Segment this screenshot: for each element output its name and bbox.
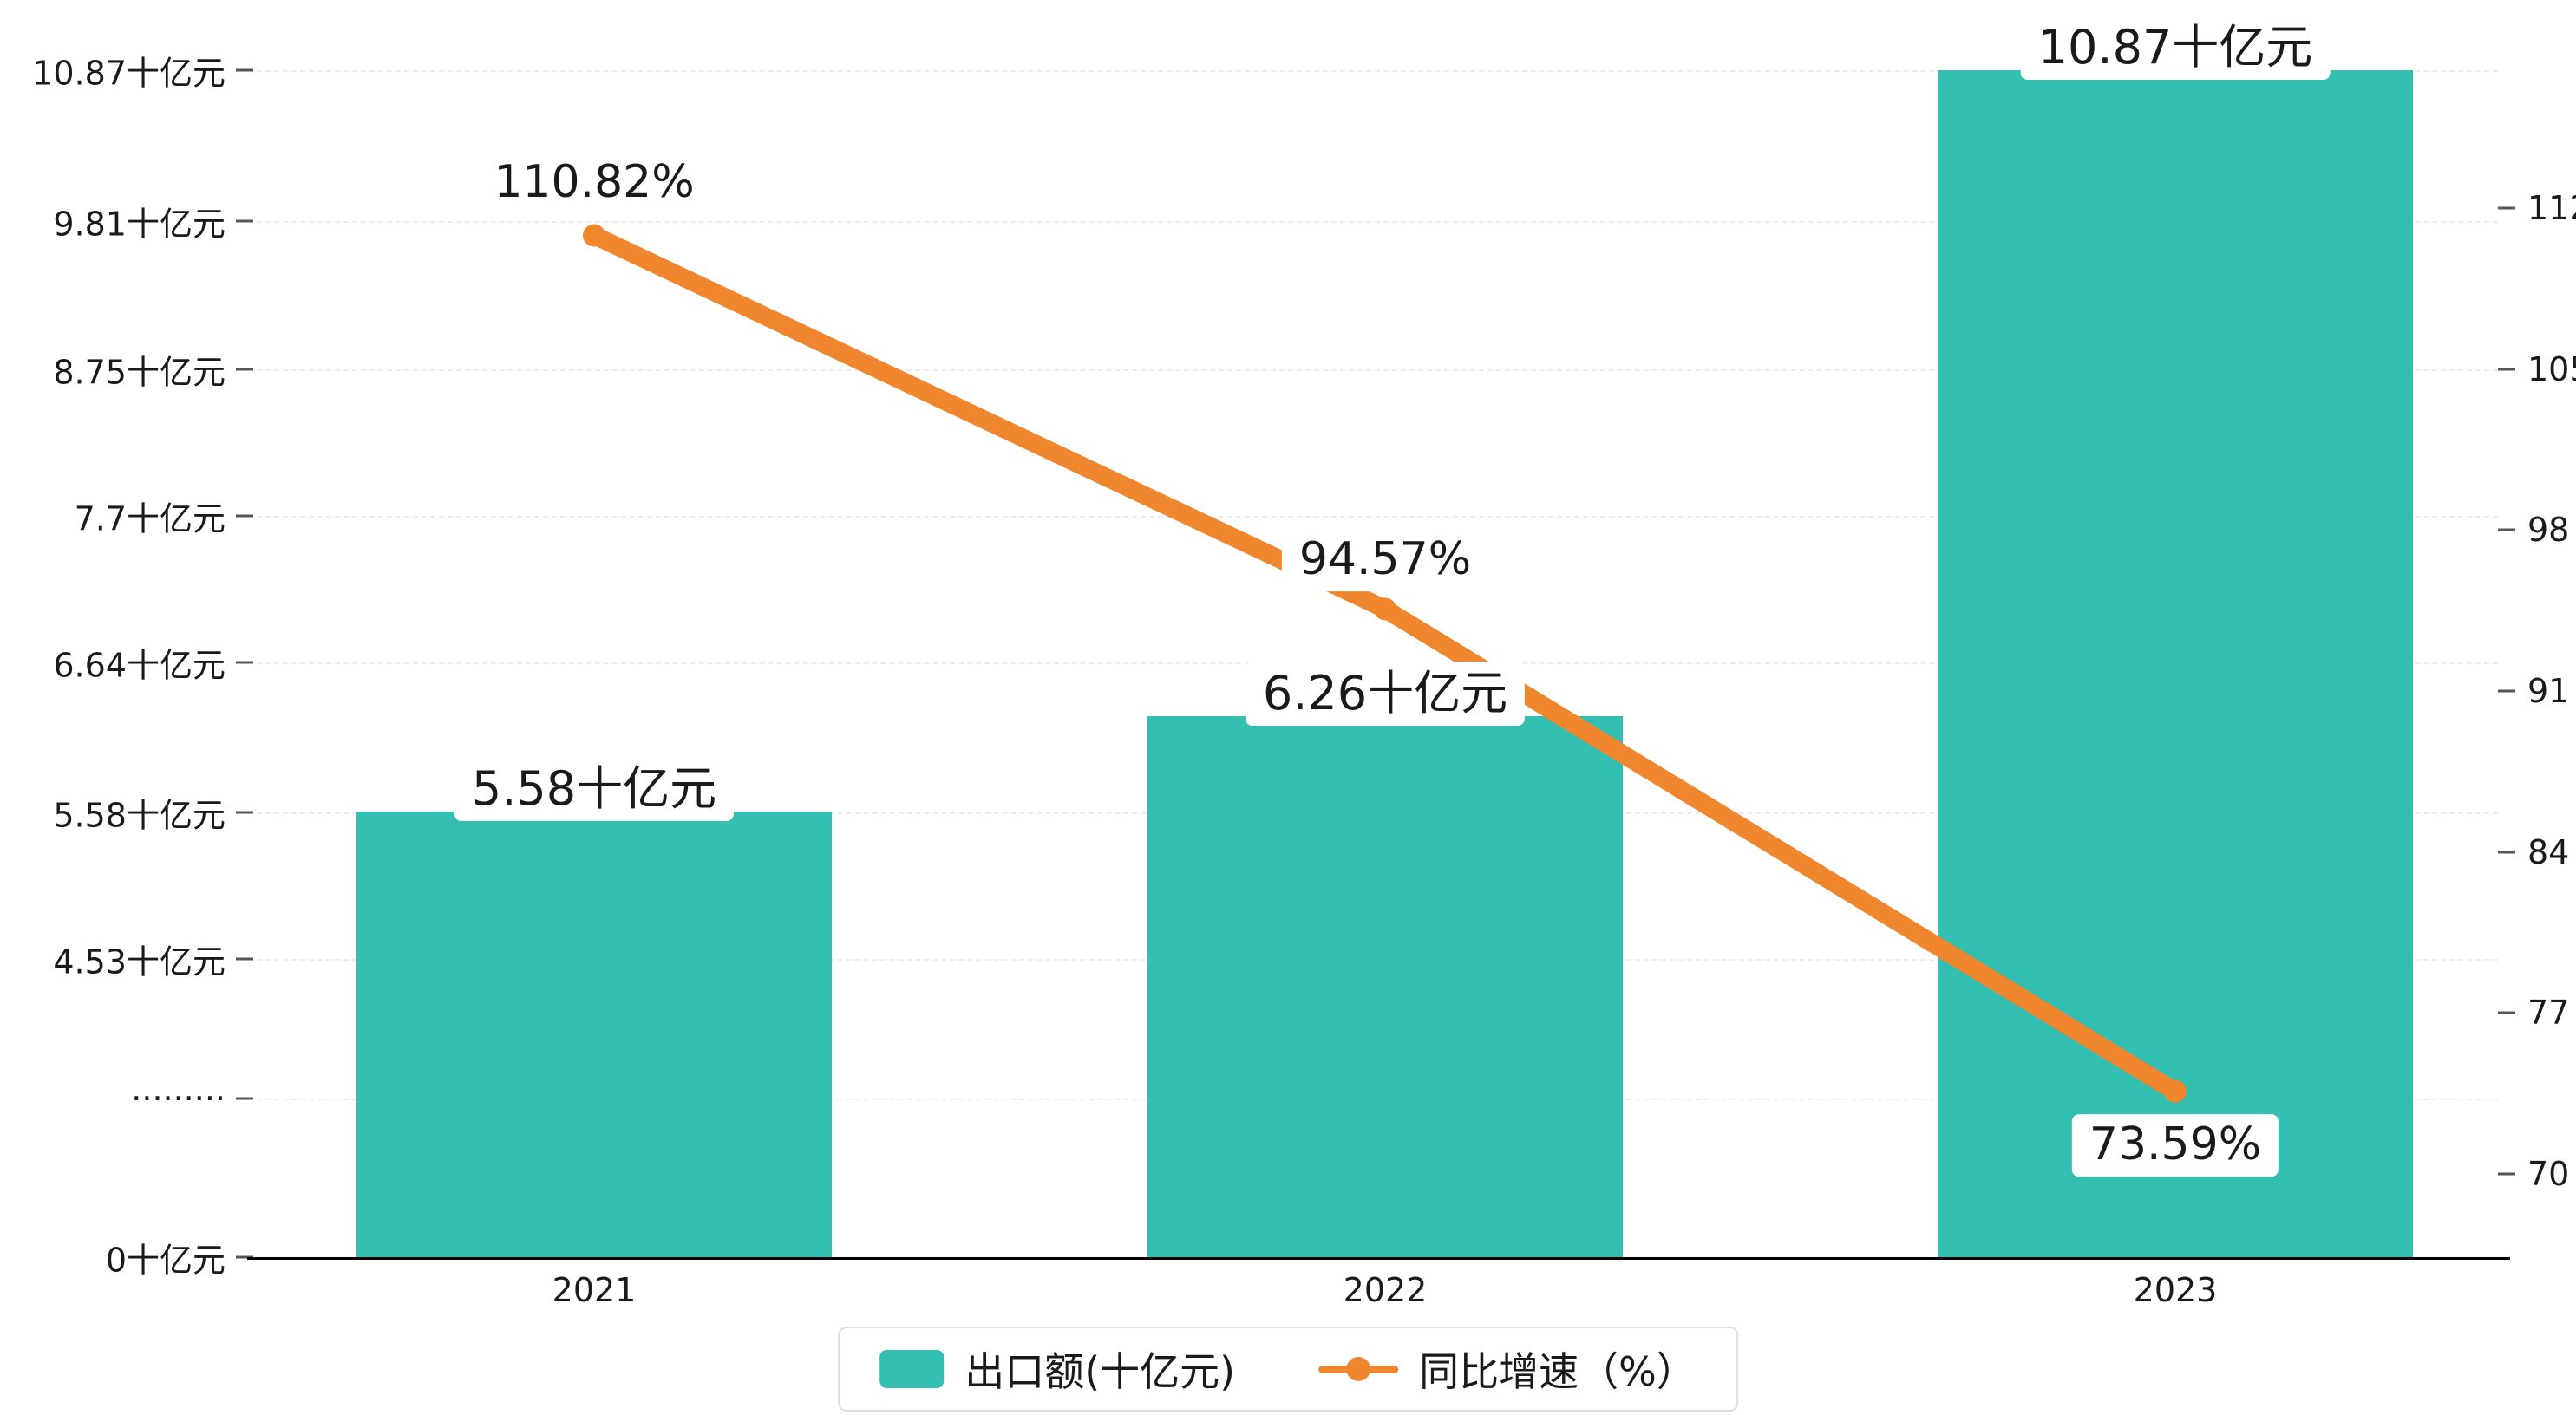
left-axis-tick-label: 8.75十亿元 — [53, 353, 226, 392]
right-axis-tick-mark — [2498, 206, 2515, 210]
right-axis-tick-label: 70 — [2527, 1155, 2570, 1193]
bar-value-label-2023: 10.87十亿元 — [2020, 15, 2331, 81]
left-axis-tick-mark — [236, 1097, 253, 1100]
legend-item-export[interactable]: 出口额(十亿元) — [879, 1340, 1235, 1398]
right-axis-tick-mark — [2498, 1172, 2515, 1176]
x-axis-line — [247, 1257, 2510, 1260]
bar-2023[interactable] — [1938, 70, 2413, 1257]
left-axis-tick-mark — [236, 514, 253, 518]
right-axis-tick-mark — [2498, 368, 2515, 371]
left-axis-tick-mark — [236, 68, 253, 72]
right-axis-tick-mark — [2498, 851, 2515, 854]
line-point-2021[interactable] — [583, 224, 605, 247]
right-axis-tick-label: 112 — [2527, 189, 2576, 228]
legend: 出口额(十亿元) 同比增速（%） — [838, 1327, 1738, 1412]
right-axis-tick-mark — [2498, 689, 2515, 693]
right-axis-tick-label: 105 — [2527, 349, 2576, 388]
legend-label-export: 出口额(十亿元) — [964, 1348, 1236, 1395]
left-axis-tick-label: 7.7十亿元 — [74, 499, 226, 538]
line-point-2022[interactable] — [1374, 597, 1396, 621]
right-axis-tick-mark — [2498, 1011, 2515, 1014]
left-axis-tick-mark — [236, 219, 253, 223]
left-axis-tick-label: 9.81十亿元 — [53, 205, 226, 244]
gridline — [257, 369, 2498, 371]
bar-series-swatch-icon — [879, 1350, 945, 1388]
gridline — [257, 70, 2498, 72]
line-value-label-2022: 94.57% — [1281, 529, 1489, 592]
left-axis-tick-label: 10.87十亿元 — [32, 54, 226, 93]
x-axis-label-2021: 2021 — [552, 1271, 637, 1309]
gridline — [257, 221, 2498, 223]
left-axis-tick-mark — [236, 368, 253, 371]
left-axis-tick-mark — [236, 661, 253, 664]
right-axis-tick-label: 98 — [2527, 511, 2570, 550]
bar-2022[interactable] — [1147, 716, 1623, 1257]
x-axis-label-2023: 2023 — [2133, 1271, 2218, 1309]
legend-label-growth: 同比增速（%） — [1419, 1348, 1697, 1395]
bar-value-label-2021: 5.58十亿元 — [454, 757, 735, 822]
legend-item-growth[interactable]: 同比增速（%） — [1318, 1340, 1697, 1398]
right-axis-tick-label: 84 — [2527, 832, 2570, 871]
line-series-marker-icon — [1318, 1350, 1399, 1388]
left-axis-tick-mark — [236, 1255, 253, 1259]
line-value-label-2021: 110.82% — [476, 152, 712, 215]
left-axis-tick-mark — [236, 957, 253, 961]
left-axis-tick-mark — [236, 811, 253, 814]
x-axis-label-2022: 2022 — [1343, 1271, 1428, 1309]
left-axis-tick-label: 6.64十亿元 — [53, 646, 226, 685]
right-axis-tick-mark — [2498, 528, 2515, 531]
left-axis-tick-label: 0十亿元 — [105, 1241, 226, 1280]
right-axis-tick-label: 91 — [2527, 672, 2570, 711]
gridline — [257, 516, 2498, 518]
right-axis-tick-label: 77 — [2527, 994, 2570, 1033]
left-axis-tick-label: ········· — [131, 1079, 226, 1118]
line-point-2023[interactable] — [2164, 1079, 2187, 1103]
left-axis-tick-label: 4.53十亿元 — [53, 942, 226, 981]
bar-2021[interactable] — [356, 812, 832, 1257]
left-axis-tick-label: 5.58十亿元 — [53, 796, 226, 835]
line-value-label-2023: 73.59% — [2071, 1113, 2279, 1177]
bar-value-label-2022: 6.26十亿元 — [1245, 662, 1526, 727]
